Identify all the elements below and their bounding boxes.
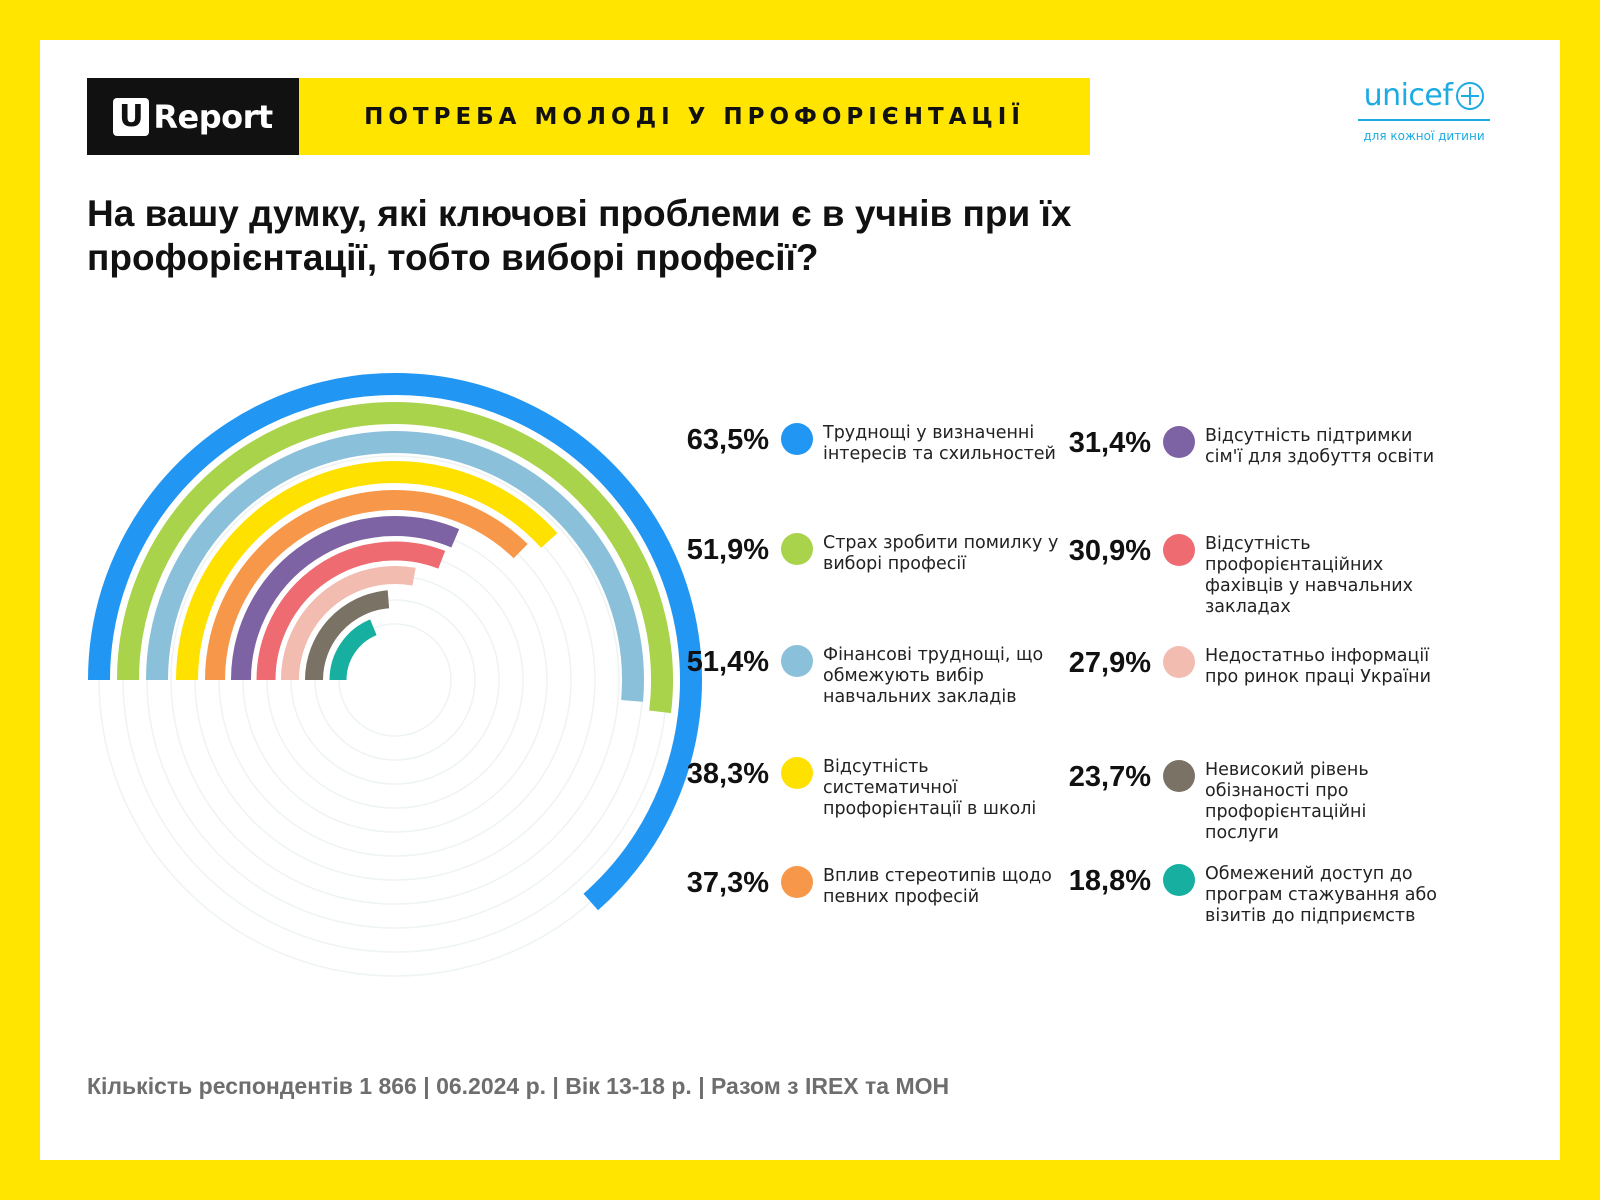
legend-item: 18,8% Обмежений доступ до програм стажува… [1055, 864, 1445, 927]
header-banner: U Report ПОТРЕБА МОЛОДІ У ПРОФОРІЄНТАЦІЇ [87, 78, 1090, 155]
legend-label: Фінансові труднощі, що обмежують вибір н… [823, 645, 1044, 707]
legend-label: Недостатньо інформації про ринок праці У… [1205, 646, 1431, 687]
legend-color-dot [781, 757, 813, 789]
legend-percentage: 18,8% [1068, 865, 1151, 897]
legend-percentage: 30,9% [1068, 535, 1151, 567]
legend-label: Відсутність профорієнтаційних фахівців у… [1205, 534, 1414, 617]
legend-item: 23,7% Невисокий рівень обізнаності про пр… [1055, 760, 1445, 844]
legend-color-dot [781, 423, 813, 455]
unicef-divider [1358, 119, 1490, 121]
legend-color-dot [781, 866, 813, 898]
legend-label: Обмежений доступ до програм стажування а… [1205, 864, 1437, 926]
arc-bar-1 [88, 373, 702, 911]
arc-bar-10 [329, 619, 377, 681]
arc-bar-6 [231, 516, 460, 681]
legend-item: 63,5% Труднощі у визначенні інтересів та … [673, 423, 1063, 465]
track-circle [170, 455, 620, 905]
arc-bar-7 [256, 541, 446, 681]
legend-item: 51,4% Фінансові труднощі, що обмежують ви… [673, 645, 1063, 708]
legend-label: Відсутність систематичної профорієнтації… [823, 757, 1037, 819]
ureport-logo-text: Report [153, 97, 273, 136]
legend-label: Вплив стереотипів щодо певних професій [823, 866, 1052, 907]
arc-bar-9 [305, 590, 390, 681]
legend-color-dot [1163, 760, 1195, 792]
footer-note: Кількість респондентів 1 866 | 06.2024 р… [87, 1073, 950, 1099]
legend-item: 31,4% Відсутність підтримки сім'ї для здо… [1055, 426, 1445, 468]
legend-item: 51,9% Страх зробити помилку у виборі проф… [673, 533, 1063, 575]
legend-percentage: 27,9% [1068, 647, 1151, 679]
unicef-logo: unicef для кожної дитини [1354, 78, 1494, 143]
ureport-logo: U Report [87, 78, 299, 155]
legend-label: Відсутність підтримки сім'ї для здобуття… [1205, 426, 1435, 467]
radial-bar-chart [88, 373, 702, 977]
arc-bar-5 [205, 490, 528, 681]
ureport-logo-mark: U [113, 97, 150, 136]
legend-item: 30,9% Відсутність профорієнтаційних фахів… [1055, 534, 1445, 618]
legend-color-dot [1163, 864, 1195, 896]
legend-label: Страх зробити помилку у виборі професії [823, 533, 1059, 574]
legend-color-dot [1163, 534, 1195, 566]
unicef-globe-icon [1456, 81, 1485, 110]
legend-percentage: 38,3% [686, 758, 769, 790]
legend-item: 37,3% Вплив стереотипів щодо певних профе… [673, 866, 1063, 908]
legend-color-dot [1163, 646, 1195, 678]
legend-percentage: 31,4% [1068, 427, 1151, 459]
legend-item: 27,9% Недостатньо інформації про ринок пр… [1055, 646, 1445, 688]
arc-bar-2 [117, 402, 673, 714]
arc-bar-8 [281, 566, 416, 681]
legend-label: Невисокий рівень обізнаності про профорі… [1205, 760, 1369, 843]
legend-percentage: 51,4% [686, 646, 769, 678]
legend-percentage: 63,5% [686, 424, 769, 456]
legend-color-dot [781, 533, 813, 565]
banner-title: ПОТРЕБА МОЛОДІ У ПРОФОРІЄНТАЦІЇ [299, 78, 1090, 155]
arc-bar-4 [176, 461, 558, 681]
infographic-card: U Report ПОТРЕБА МОЛОДІ У ПРОФОРІЄНТАЦІЇ… [40, 40, 1560, 1160]
arc-bar-3 [146, 431, 644, 702]
legend-percentage: 37,3% [686, 867, 769, 899]
legend-color-dot [781, 645, 813, 677]
legend-label: Труднощі у визначенні інтересів та схиль… [823, 423, 1056, 464]
question-title: На вашу думку, які ключові проблеми є в … [87, 193, 1072, 278]
unicef-tagline: для кожної дитини [1363, 129, 1485, 143]
unicef-wordmark: unicef [1363, 78, 1453, 113]
legend-color-dot [1163, 426, 1195, 458]
legend-percentage: 23,7% [1068, 761, 1151, 793]
legend-item: 38,3% Відсутність систематичної профорієн… [673, 757, 1063, 820]
legend-percentage: 51,9% [686, 534, 769, 566]
